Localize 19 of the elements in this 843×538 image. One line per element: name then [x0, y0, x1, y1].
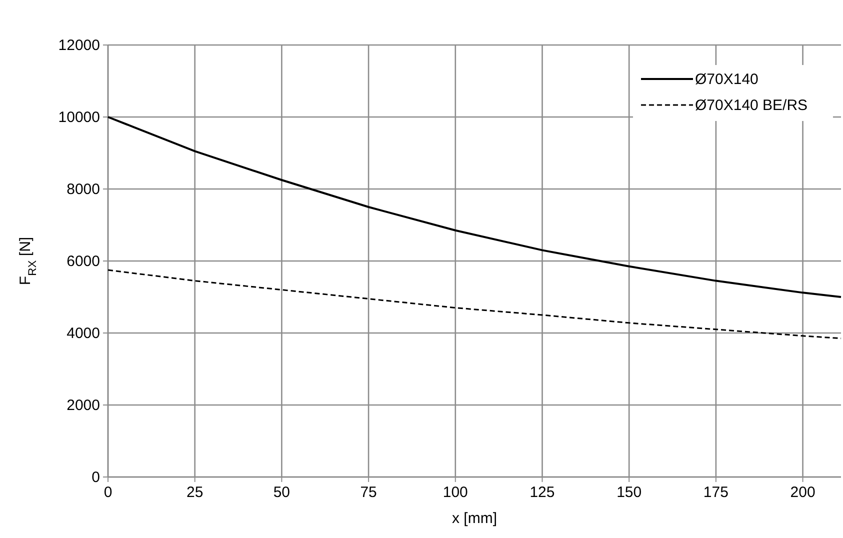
y-tick-label: 0: [92, 469, 100, 486]
legend-label: Ø70X140 BE/RS: [695, 97, 808, 114]
x-tick-label: 25: [186, 484, 204, 501]
y-tick-label: 6000: [66, 253, 100, 270]
x-tick-label: 125: [530, 484, 555, 501]
y-tick-label: 2000: [66, 397, 100, 414]
x-axis-title: x [mm]: [452, 510, 497, 527]
y-tick-label: 12000: [58, 37, 100, 54]
y-tick-label: 10000: [58, 109, 100, 126]
x-tick-label: 175: [703, 484, 728, 501]
x-tick-label: 50: [273, 484, 290, 501]
y-tick-label: 8000: [66, 181, 100, 198]
x-tick-label: 150: [616, 484, 642, 501]
y-tick-label: 4000: [66, 325, 100, 342]
legend-label: Ø70X140: [695, 71, 758, 88]
x-tick-label: 75: [360, 484, 377, 501]
x-tick-label: 100: [442, 484, 468, 501]
x-tick-label: 200: [790, 484, 816, 501]
x-tick-label: 0: [104, 484, 112, 501]
